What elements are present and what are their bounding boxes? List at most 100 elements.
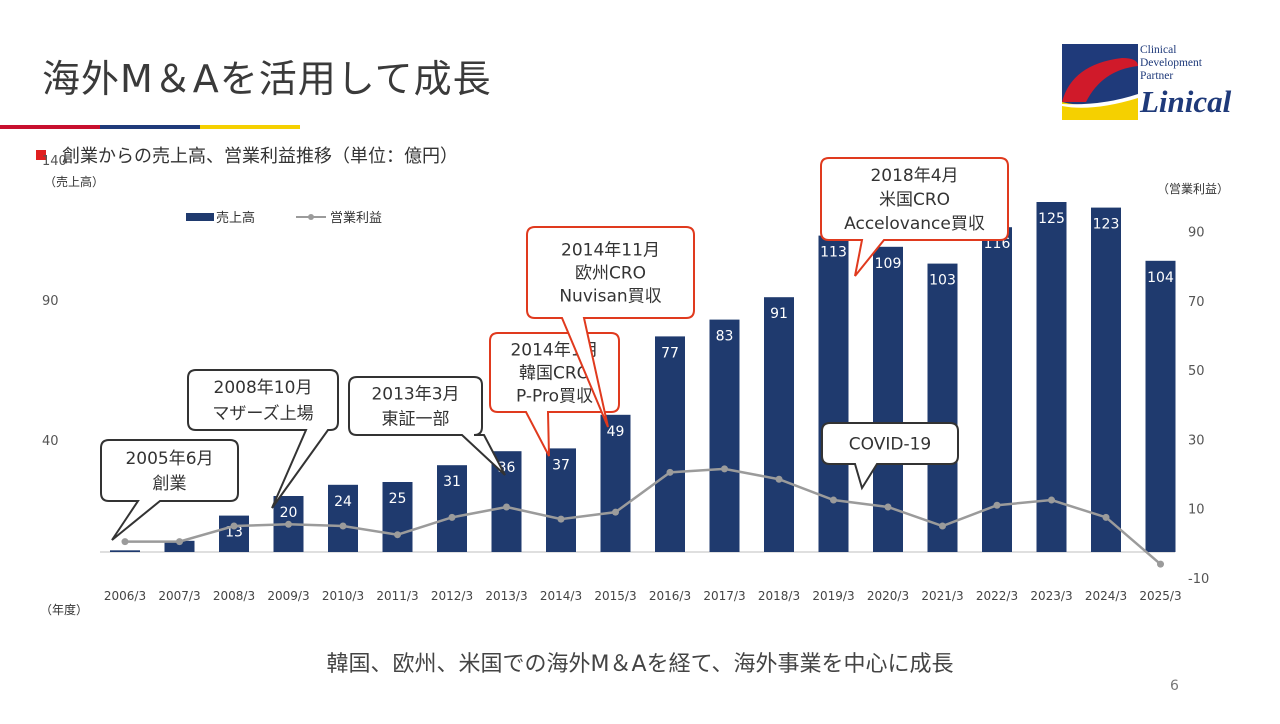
bar-sales bbox=[1145, 260, 1176, 552]
logo-tagline: Clinical Development Partner bbox=[1140, 44, 1202, 82]
y-right-tick-label: 90 bbox=[1188, 226, 1205, 241]
bar-value-label: 103 bbox=[929, 273, 956, 289]
y-left-axis-label: （売上高） bbox=[44, 174, 104, 189]
annotation-text: 2013年3月 bbox=[371, 385, 459, 405]
line-point bbox=[394, 531, 401, 539]
legend-bar-swatch bbox=[186, 213, 214, 221]
legend-line-label: 営業利益 bbox=[330, 210, 382, 226]
y-right-tick-label: 50 bbox=[1188, 364, 1205, 379]
line-point bbox=[830, 496, 837, 504]
bar-sales bbox=[982, 227, 1012, 552]
bar-sales bbox=[1091, 207, 1121, 552]
bar-value-label: 25 bbox=[389, 491, 407, 507]
line-point bbox=[666, 468, 674, 476]
bar-value-label: 113 bbox=[820, 245, 847, 261]
bar-value-label: 91 bbox=[770, 306, 788, 322]
x-tick-label: 2021/3 bbox=[921, 589, 963, 603]
bar-value-label: 24 bbox=[334, 494, 352, 510]
line-point bbox=[557, 515, 565, 523]
x-tick-label: 2023/3 bbox=[1030, 589, 1072, 603]
annotation-callout bbox=[526, 226, 695, 428]
x-tick-label: 2010/3 bbox=[322, 589, 364, 603]
y-right-tick-label: -10 bbox=[1188, 572, 1209, 587]
line-point bbox=[721, 465, 728, 473]
y-right-tick-label: 70 bbox=[1188, 295, 1205, 310]
annotation-callout bbox=[820, 157, 1009, 277]
bar-value-label: 37 bbox=[552, 457, 570, 473]
bar-sales bbox=[219, 515, 249, 552]
bar-value-label: 83 bbox=[716, 329, 734, 345]
x-tick-label: 2006/3 bbox=[104, 589, 146, 603]
line-point bbox=[503, 503, 510, 511]
x-tick-label: 2015/3 bbox=[594, 589, 636, 603]
bar-sales bbox=[437, 465, 467, 552]
annotation-text: COVID-19 bbox=[849, 435, 931, 455]
x-tick-label: 2012/3 bbox=[431, 589, 473, 603]
annotation-text: 2008年10月 bbox=[214, 378, 313, 398]
bar-sales bbox=[818, 235, 849, 552]
bar-sales bbox=[382, 482, 413, 552]
line-point bbox=[1048, 496, 1055, 504]
x-tick-label: 2014/3 bbox=[540, 589, 582, 603]
bullet-square-icon bbox=[36, 150, 46, 160]
bar-value-label: 125 bbox=[1038, 211, 1065, 227]
page-title: 海外M＆Aを活用して成長 bbox=[42, 57, 492, 101]
line-point bbox=[993, 501, 1001, 509]
line-point bbox=[1157, 560, 1164, 568]
line-operating-profit bbox=[125, 467, 1162, 566]
x-tick-label: 2020/3 bbox=[867, 589, 909, 603]
bar-sales bbox=[600, 414, 631, 552]
line-point bbox=[775, 475, 783, 483]
line-point bbox=[176, 538, 183, 546]
x-axis-label: （年度） bbox=[40, 602, 88, 617]
x-tick-label: 2018/3 bbox=[758, 589, 800, 603]
bar-sales bbox=[709, 319, 740, 552]
x-tick-label: 2017/3 bbox=[703, 589, 745, 603]
y-right-axis-label: （営業利益） bbox=[1157, 182, 1229, 196]
bar-sales bbox=[927, 263, 958, 552]
line-point bbox=[285, 520, 292, 528]
bar-value-label: 123 bbox=[1093, 217, 1120, 233]
annotation-text: 韓国CRO bbox=[519, 364, 590, 384]
line-point bbox=[230, 522, 238, 530]
bar-value-label: 31 bbox=[443, 474, 461, 490]
bar-sales bbox=[1036, 202, 1067, 552]
annotation-text: マザーズ上場 bbox=[212, 404, 313, 424]
line-point bbox=[884, 503, 892, 511]
y-right-tick-label: 10 bbox=[1188, 503, 1205, 518]
bar-value-label: 104 bbox=[1147, 270, 1174, 286]
line-point bbox=[612, 508, 619, 516]
line-point bbox=[1102, 513, 1110, 521]
logo-wordmark: Linical bbox=[1140, 84, 1232, 119]
footer-message: 韓国、欧州、米国での海外M＆Aを経て、海外事業を中心に成長 bbox=[326, 652, 954, 677]
x-tick-label: 2022/3 bbox=[976, 589, 1018, 603]
annotation-text: Accelovance買収 bbox=[844, 214, 985, 234]
annotation-callout bbox=[348, 376, 506, 476]
accent-bar-yellow bbox=[200, 125, 300, 129]
bar-sales bbox=[655, 336, 685, 552]
bar-value-label: 109 bbox=[875, 256, 902, 272]
annotation-text: P-Pro買収 bbox=[516, 387, 593, 407]
page-number: 6 bbox=[1170, 678, 1179, 694]
line-point bbox=[939, 522, 946, 530]
annotation-callout bbox=[821, 422, 959, 491]
bar-value-label: 49 bbox=[607, 424, 625, 440]
accent-bar-blue bbox=[100, 125, 200, 129]
bar-sales bbox=[764, 297, 794, 552]
bar-sales bbox=[546, 448, 576, 552]
y-left-tick-label: 40 bbox=[42, 434, 59, 449]
annotation-text: 2014年11月 bbox=[561, 241, 660, 261]
company-logo: Clinical Development Partner Linical bbox=[1062, 44, 1257, 124]
x-tick-label: 2011/3 bbox=[376, 589, 418, 603]
bar-sales bbox=[110, 550, 140, 552]
annotation-text: 創業 bbox=[153, 474, 187, 494]
logo-emblem-icon bbox=[1062, 44, 1138, 120]
bar-value-label: 77 bbox=[661, 345, 679, 361]
annotation-callout bbox=[187, 369, 339, 509]
bar-sales bbox=[328, 484, 358, 552]
y-left-tick-label: 90 bbox=[42, 294, 59, 309]
accent-bar-red bbox=[0, 125, 100, 129]
annotation-text: 欧州CRO bbox=[575, 264, 646, 284]
